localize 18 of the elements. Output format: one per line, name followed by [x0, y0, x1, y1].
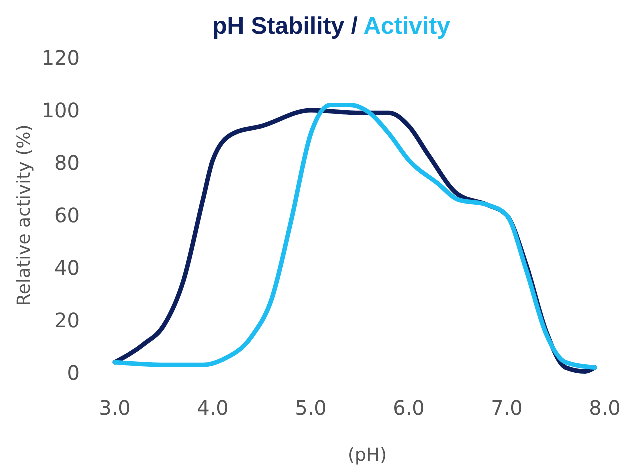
x-tick-label: 7.0 [491, 396, 523, 420]
x-axis-title: (pH) [348, 445, 388, 466]
x-tick-label: 6.0 [393, 396, 425, 420]
x-tick-label: 4.0 [197, 396, 229, 420]
y-tick-label: 40 [54, 256, 80, 280]
x-tick-label: 8.0 [589, 396, 621, 420]
y-tick-label: 100 [42, 98, 80, 122]
y-axis-title: Relative activity (%) [14, 124, 35, 306]
y-tick-label: 20 [54, 308, 80, 332]
text: Activity [364, 13, 452, 40]
x-tick-label: 5.0 [295, 396, 327, 420]
y-tick-label: 60 [54, 204, 80, 228]
y-tick-label: 120 [42, 46, 80, 70]
text: / [344, 13, 364, 40]
y-tick-label: 80 [54, 151, 80, 175]
text: pH Stability [212, 13, 346, 40]
x-tick-label: 3.0 [99, 396, 131, 420]
y-tick-label: 0 [67, 361, 80, 385]
